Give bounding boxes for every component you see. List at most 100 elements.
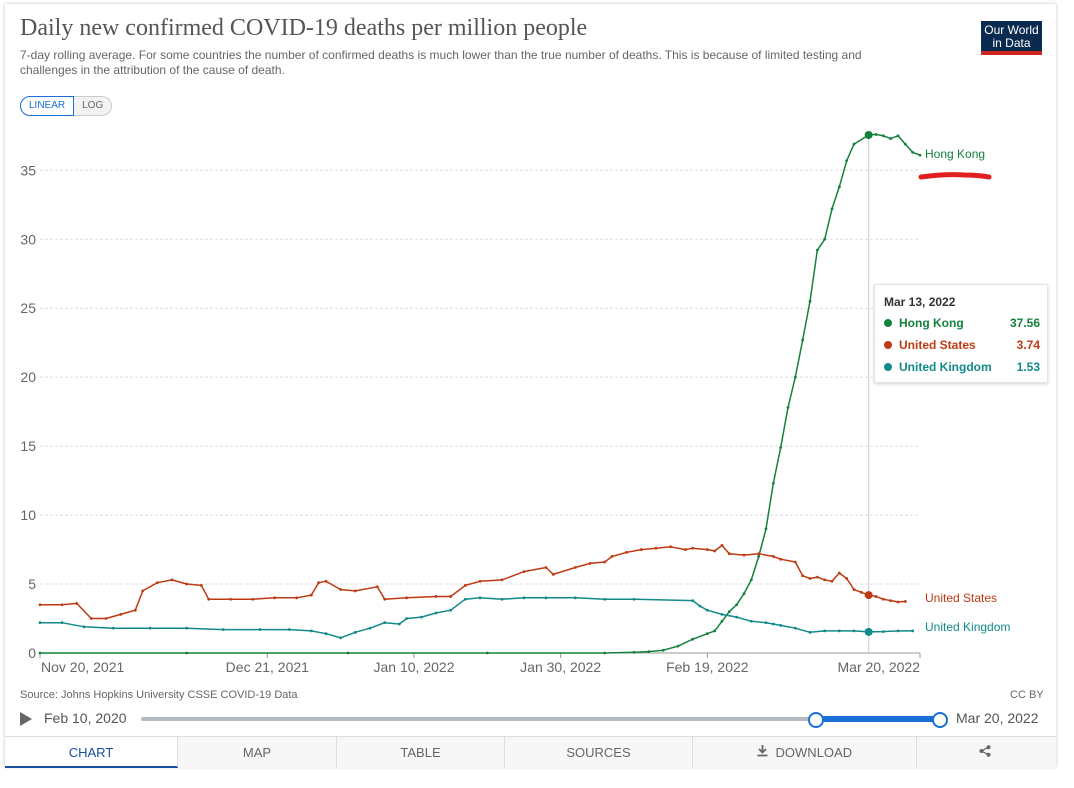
data-point <box>661 648 665 652</box>
data-point <box>639 548 643 551</box>
data-point <box>705 608 709 612</box>
data-point <box>823 237 827 241</box>
tab-share[interactable] <box>917 737 1056 768</box>
data-point <box>911 629 915 633</box>
linear-scale-button[interactable]: LINEAR <box>20 96 75 116</box>
data-point <box>852 629 856 633</box>
tab-label: TABLE <box>400 745 441 760</box>
series-line <box>40 597 913 639</box>
data-point <box>683 548 687 551</box>
data-point <box>911 150 915 154</box>
data-point <box>449 608 453 612</box>
data-point <box>735 615 739 619</box>
line-chart[interactable]: 0 5 10 15 20 25 30 35 Nov 20, 2021 Dec 21, 2021 J… <box>0 0 1074 700</box>
data-point <box>720 544 724 547</box>
data-point <box>89 617 93 620</box>
data-point <box>383 621 387 625</box>
timeline-track[interactable] <box>141 717 817 721</box>
data-point <box>742 592 746 596</box>
data-point <box>405 617 409 620</box>
timeline-start-handle[interactable] <box>808 712 824 728</box>
tooltip-series-name: United Kingdom <box>899 360 992 374</box>
tab-table[interactable]: TABLE <box>337 737 505 768</box>
data-point <box>786 406 790 409</box>
series-end-labels: Hong Kong United States United Kingdom <box>925 147 1010 634</box>
data-point <box>155 581 159 585</box>
data-point <box>874 595 878 598</box>
source-note[interactable]: Source: Johns Hopkins University CSSE CO… <box>20 689 298 701</box>
highlight-point <box>864 131 873 139</box>
tab-sources[interactable]: SOURCES <box>505 737 693 768</box>
timeline-end-label: Mar 20, 2022 <box>956 710 1039 726</box>
play-icon[interactable] <box>20 712 32 726</box>
data-point <box>837 629 841 633</box>
data-point <box>229 597 233 601</box>
data-point <box>801 574 805 578</box>
data-point <box>397 622 401 626</box>
data-point <box>823 629 827 633</box>
data-point <box>815 575 819 579</box>
timeline-selected-range[interactable] <box>816 716 940 722</box>
data-point <box>199 584 203 587</box>
data-point <box>859 590 863 594</box>
tooltip-date: Mar 13, 2022 <box>884 295 956 309</box>
data-point <box>588 561 592 565</box>
data-point <box>185 651 189 655</box>
timeline-end-handle[interactable] <box>932 712 948 728</box>
data-point <box>353 589 357 593</box>
tab-download[interactable]: DOWNLOAD <box>693 737 917 768</box>
data-point <box>544 596 548 600</box>
data-point <box>881 597 885 601</box>
y-axis-ticks: 0 5 10 15 20 25 30 35 <box>20 162 36 661</box>
series-line <box>40 544 906 620</box>
data-point <box>603 560 607 564</box>
tab-map[interactable]: MAP <box>178 737 337 768</box>
data-point <box>764 527 768 531</box>
tooltip-row-united-states: United States 3.74 <box>884 337 1040 353</box>
data-point <box>75 601 79 605</box>
data-point <box>383 597 387 601</box>
data-point <box>610 555 614 558</box>
data-point <box>903 600 907 603</box>
data-point <box>771 555 775 558</box>
data-point <box>111 626 115 630</box>
data-point <box>133 608 137 612</box>
tab-chart[interactable]: CHART <box>5 737 178 768</box>
highlight-point <box>864 627 873 636</box>
data-point <box>221 628 225 631</box>
data-point <box>727 610 731 614</box>
data-point <box>896 134 900 138</box>
data-point <box>881 630 885 634</box>
data-point <box>632 597 636 601</box>
owid-logo[interactable]: Our World in Data <box>981 21 1042 55</box>
tooltip-series-value: 1.53 <box>1016 360 1040 374</box>
tooltip-series-name: United States <box>899 338 976 352</box>
tab-label: SOURCES <box>566 745 631 760</box>
data-point <box>793 375 797 379</box>
red-underline-annotation <box>918 172 992 180</box>
license-link[interactable]: CC BY <box>1010 689 1044 701</box>
data-point <box>793 560 797 564</box>
data-point <box>38 651 42 655</box>
data-point <box>625 550 629 554</box>
data-point <box>148 626 152 630</box>
data-point <box>918 153 922 157</box>
data-point <box>434 595 438 598</box>
logo-line-2: in Data <box>992 36 1031 50</box>
data-point <box>808 577 812 580</box>
data-point <box>185 626 189 630</box>
tab-label: DOWNLOAD <box>775 745 853 760</box>
y-tick-label: 0 <box>28 645 36 661</box>
data-point <box>676 644 680 648</box>
data-point <box>295 596 299 600</box>
log-scale-button[interactable]: LOG <box>74 96 113 116</box>
data-point <box>889 599 893 602</box>
scale-toggle: LINEAR LOG <box>20 96 113 116</box>
data-point <box>713 629 717 633</box>
y-tick-label: 15 <box>20 438 36 454</box>
data-point <box>287 628 291 631</box>
data-point <box>903 142 907 146</box>
data-point <box>793 626 797 630</box>
united-kingdom-dot-icon <box>884 363 892 371</box>
tooltip-series-name: Hong Kong <box>899 316 964 330</box>
